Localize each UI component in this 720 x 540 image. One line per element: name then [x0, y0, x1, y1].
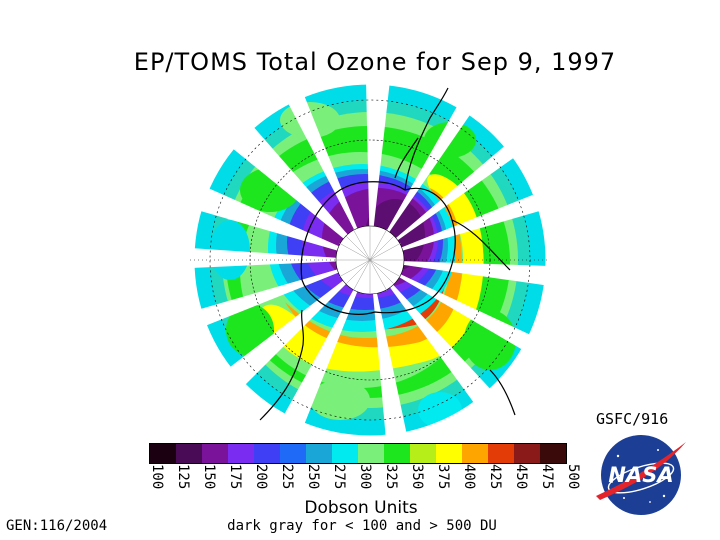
scale-tick-label: 150 — [198, 464, 224, 504]
coastlines — [259, 87, 516, 421]
color-scale-bar — [149, 443, 567, 464]
map-title: EP/TOMS Total Ozone for Sep 9, 1997 — [133, 48, 617, 76]
ozone-map — [190, 80, 550, 440]
scale-tick-text: 200 — [253, 464, 269, 490]
ozone-polar-map — [190, 83, 550, 437]
scale-tick-label: 275 — [328, 464, 354, 504]
scale-tick-label: 175 — [224, 464, 250, 504]
scale-tick-label: 500 — [562, 464, 588, 504]
scale-tick-label: 350 — [406, 464, 432, 504]
color-swatch — [332, 444, 358, 463]
color-swatch — [202, 444, 228, 463]
scale-tick-text: 325 — [383, 464, 399, 490]
scale-tick-text: 250 — [305, 464, 321, 490]
color-swatch — [358, 444, 384, 463]
pole-meridians — [336, 226, 404, 294]
scale-tick-label: 125 — [172, 464, 198, 504]
scale-tick-text: 125 — [175, 464, 191, 490]
color-swatch — [254, 444, 280, 463]
scale-tick-label: 200 — [250, 464, 276, 504]
scale-tick-label: 425 — [484, 464, 510, 504]
scale-tick-label: 375 — [432, 464, 458, 504]
scale-tick-label: 325 — [380, 464, 406, 504]
color-swatch — [228, 444, 254, 463]
scale-tick-text: 400 — [461, 464, 477, 490]
nasa-logo: NASA — [592, 434, 690, 516]
scale-tick-text: 100 — [149, 464, 165, 490]
scale-tick-label: 300 — [354, 464, 380, 504]
scale-tick-text: 225 — [279, 464, 295, 490]
scale-tick-text: 175 — [227, 464, 243, 490]
scale-tick-label: 250 — [302, 464, 328, 504]
scale-tick-text: 150 — [201, 464, 217, 490]
scale-tick-text: 275 — [331, 464, 347, 490]
nasa-logo-vector — [596, 442, 686, 500]
color-swatch — [280, 444, 306, 463]
color-swatch — [540, 444, 566, 463]
color-swatch — [436, 444, 462, 463]
scale-tick-text: 475 — [539, 464, 555, 490]
scale-tick-text: 425 — [487, 464, 503, 490]
gen-label: GEN:116/2004 — [6, 518, 108, 534]
color-swatch — [150, 444, 176, 463]
color-swatch — [410, 444, 436, 463]
color-swatch — [306, 444, 332, 463]
scale-tick-label: 400 — [458, 464, 484, 504]
units-label: Dobson Units — [304, 498, 418, 518]
scale-tick-label: 100 — [146, 464, 172, 504]
color-swatch — [384, 444, 410, 463]
scale-tick-text: 300 — [357, 464, 373, 490]
color-swatch — [462, 444, 488, 463]
orbit-gaps — [194, 84, 546, 436]
nasa-logo-orbit — [607, 462, 675, 494]
range-note: dark gray for < 100 and > 500 DU — [227, 518, 497, 534]
color-swatch — [176, 444, 202, 463]
scale-tick-label: 450 — [510, 464, 536, 504]
scale-tick-text: 350 — [409, 464, 425, 490]
color-swatch — [488, 444, 514, 463]
credit-label: GSFC/916 — [596, 410, 669, 428]
scale-tick-text: 450 — [513, 464, 529, 490]
scale-tick-text: 375 — [435, 464, 451, 490]
scale-tick-label: 475 — [536, 464, 562, 504]
scale-tick-text: 500 — [565, 464, 581, 490]
scale-tick-label: 225 — [276, 464, 302, 504]
nasa-logo-text: NASA — [608, 463, 673, 487]
color-swatch — [514, 444, 540, 463]
